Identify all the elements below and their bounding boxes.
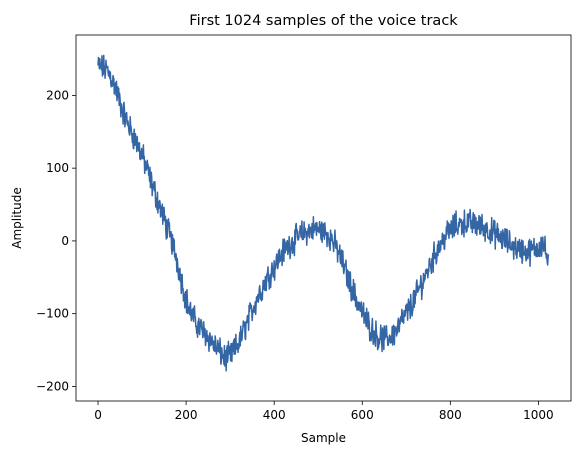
x-tick-label: 200 xyxy=(175,408,198,422)
x-axis-label: Sample xyxy=(301,431,346,445)
x-tick-label: 600 xyxy=(351,408,374,422)
x-tick-label: 0 xyxy=(94,408,102,422)
chart-title: First 1024 samples of the voice track xyxy=(189,13,458,29)
y-tick-label: 200 xyxy=(46,88,69,102)
x-tick-label: 400 xyxy=(263,408,286,422)
x-tick-label: 800 xyxy=(439,408,462,422)
axes-spines xyxy=(75,34,572,402)
series-line-voice-track xyxy=(97,54,550,372)
y-tick-label: −100 xyxy=(36,307,69,321)
y-axis-label: Amplitude xyxy=(10,187,24,249)
y-tick-label: −200 xyxy=(36,379,69,393)
y-tick-label: 100 xyxy=(46,161,69,175)
series-layer xyxy=(97,54,550,372)
y-axis-ticks: −200 −100 0 100 200 xyxy=(36,88,76,393)
axes-frame xyxy=(75,34,572,402)
x-axis-ticks: 0 200 400 600 800 1000 xyxy=(94,401,554,422)
x-tick-label: 1000 xyxy=(523,408,554,422)
y-tick-label: 0 xyxy=(61,234,69,248)
